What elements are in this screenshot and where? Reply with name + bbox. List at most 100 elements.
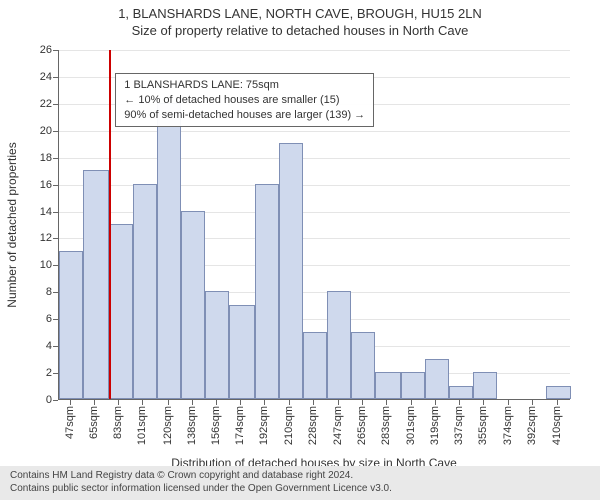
histogram-bar: [83, 170, 108, 399]
chart-plot-area: 1 BLANSHARDS LANE: 75sqm ← 10% of detach…: [58, 50, 570, 400]
x-tick-mark: [459, 400, 460, 405]
histogram-bar: [449, 386, 473, 399]
x-tick-label: 265sqm: [356, 406, 368, 445]
x-tick-mark: [338, 400, 339, 405]
histogram-bar: [59, 251, 83, 399]
reference-vertical-line: [109, 50, 111, 399]
x-tick-mark: [192, 400, 193, 405]
x-tick-mark: [483, 400, 484, 405]
x-tick-label: 228sqm: [307, 406, 319, 445]
histogram-bar: [157, 103, 181, 399]
y-tick-mark: [53, 238, 58, 239]
footer-attribution: Contains HM Land Registry data © Crown c…: [0, 466, 600, 500]
y-tick-label: 14: [40, 206, 52, 218]
histogram-bar: [401, 372, 425, 399]
x-tick-mark: [118, 400, 119, 405]
x-tick-mark: [240, 400, 241, 405]
x-tick-mark: [168, 400, 169, 405]
x-tick-mark: [435, 400, 436, 405]
y-tick-label: 24: [40, 71, 52, 83]
x-tick-label: 374sqm: [502, 406, 514, 445]
x-tick-label: 65sqm: [88, 406, 100, 439]
histogram-bar: [351, 332, 375, 399]
y-tick-mark: [53, 212, 58, 213]
y-tick-label: 12: [40, 232, 52, 244]
y-tick-mark: [53, 265, 58, 266]
x-tick-label: 83sqm: [112, 406, 124, 439]
y-tick-mark: [53, 319, 58, 320]
x-tick-label: 156sqm: [210, 406, 222, 445]
histogram-bar: [303, 332, 327, 399]
x-tick-label: 247sqm: [332, 406, 344, 445]
x-tick-label: 174sqm: [234, 406, 246, 445]
histogram-bar: [375, 372, 400, 399]
histogram-bar: [181, 211, 205, 399]
x-tick-mark: [508, 400, 509, 405]
histogram-bar: [327, 291, 351, 399]
y-tick-label: 10: [40, 259, 52, 271]
y-tick-mark: [53, 346, 58, 347]
y-tick-mark: [53, 131, 58, 132]
histogram-bar: [109, 224, 133, 399]
x-tick-mark: [532, 400, 533, 405]
histogram-bar: [229, 305, 254, 399]
annotation-box: 1 BLANSHARDS LANE: 75sqm ← 10% of detach…: [115, 73, 374, 128]
histogram-bar: [205, 291, 229, 399]
y-tick-mark: [53, 77, 58, 78]
x-tick-mark: [386, 400, 387, 405]
annotation-line-1: 1 BLANSHARDS LANE: 75sqm: [124, 78, 365, 93]
y-axis-title: Number of detached properties: [5, 142, 19, 307]
x-tick-label: 301sqm: [405, 406, 417, 445]
x-tick-label: 210sqm: [283, 406, 295, 445]
footer-line-2: Contains public sector information licen…: [10, 483, 590, 496]
x-tick-mark: [94, 400, 95, 405]
y-tick-mark: [53, 104, 58, 105]
x-tick-label: 47sqm: [64, 406, 76, 439]
y-tick-label: 0: [46, 394, 52, 406]
y-tick-mark: [53, 292, 58, 293]
y-tick-label: 18: [40, 152, 52, 164]
x-tick-label: 337sqm: [453, 406, 465, 445]
y-tick-label: 20: [40, 125, 52, 137]
title-line-1: 1, BLANSHARDS LANE, NORTH CAVE, BROUGH, …: [0, 6, 600, 21]
histogram-bar: [255, 184, 279, 399]
y-tick-label: 26: [40, 44, 52, 56]
y-tick-label: 16: [40, 179, 52, 191]
title-block: 1, BLANSHARDS LANE, NORTH CAVE, BROUGH, …: [0, 0, 600, 38]
x-tick-mark: [142, 400, 143, 405]
y-tick-mark: [53, 373, 58, 374]
x-tick-mark: [411, 400, 412, 405]
histogram-bar: [133, 184, 157, 399]
footer-line-1: Contains HM Land Registry data © Crown c…: [10, 470, 590, 483]
y-tick-mark: [53, 50, 58, 51]
x-tick-mark: [557, 400, 558, 405]
x-tick-label: 355sqm: [477, 406, 489, 445]
x-tick-mark: [70, 400, 71, 405]
y-tick-mark: [53, 185, 58, 186]
y-tick-label: 6: [46, 313, 52, 325]
x-tick-label: 120sqm: [162, 406, 174, 445]
histogram-bar: [279, 143, 303, 399]
x-tick-mark: [289, 400, 290, 405]
x-tick-label: 192sqm: [258, 406, 270, 445]
x-tick-mark: [362, 400, 363, 405]
histogram-bar: [473, 372, 497, 399]
y-tick-mark: [53, 400, 58, 401]
x-tick-label: 101sqm: [136, 406, 148, 445]
histogram-bar: [425, 359, 449, 399]
y-tick-label: 2: [46, 367, 52, 379]
x-tick-mark: [216, 400, 217, 405]
x-tick-label: 410sqm: [551, 406, 563, 445]
x-tick-label: 138sqm: [186, 406, 198, 445]
x-tick-mark: [264, 400, 265, 405]
y-tick-label: 22: [40, 98, 52, 110]
histogram-bar: [546, 386, 571, 399]
x-tick-label: 319sqm: [429, 406, 441, 445]
y-tick-mark: [53, 158, 58, 159]
plot-background: 1 BLANSHARDS LANE: 75sqm ← 10% of detach…: [58, 50, 570, 400]
x-tick-label: 392sqm: [526, 406, 538, 445]
title-line-2: Size of property relative to detached ho…: [0, 23, 600, 38]
annotation-line-2: ← 10% of detached houses are smaller (15…: [124, 93, 365, 108]
x-tick-label: 283sqm: [380, 406, 392, 445]
annotation-line-3: 90% of semi-detached houses are larger (…: [124, 108, 365, 123]
